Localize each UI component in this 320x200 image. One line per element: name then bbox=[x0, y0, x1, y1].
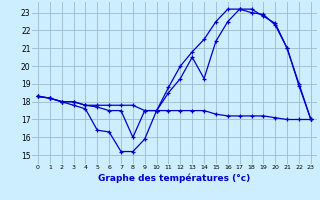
X-axis label: Graphe des températures (°c): Graphe des températures (°c) bbox=[98, 173, 251, 183]
